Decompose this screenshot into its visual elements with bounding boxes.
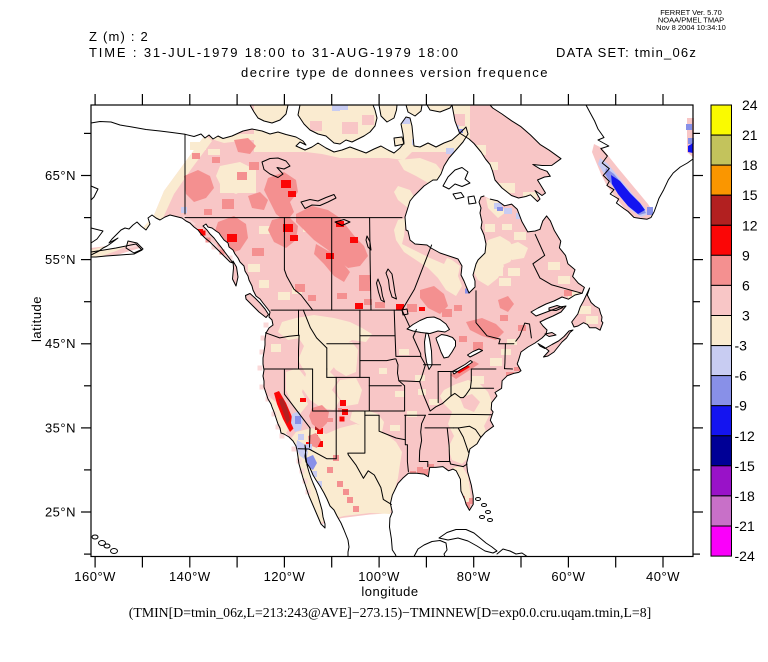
svg-text:-3: -3 (735, 338, 748, 354)
svg-text:-21: -21 (735, 518, 755, 534)
svg-text:TIME : 31-JUL-1979 18:00 to 31: TIME : 31-JUL-1979 18:00 to 31-AUG-1979 … (89, 45, 460, 60)
svg-text:65°N: 65°N (45, 168, 76, 183)
svg-text:160°W: 160°W (74, 569, 116, 584)
svg-text:Z (m) : 2: Z (m) : 2 (89, 29, 149, 44)
svg-text:15: 15 (742, 187, 758, 203)
svg-text:latitude: latitude (29, 296, 44, 342)
svg-text:(TMIN[D=tmin_06z,L=213:243@AVE: (TMIN[D=tmin_06z,L=213:243@AVE]−273.15)−… (129, 605, 651, 621)
svg-text:DATA SET: tmin_06z: DATA SET: tmin_06z (556, 45, 697, 60)
svg-text:9: 9 (742, 247, 750, 263)
svg-text:35°N: 35°N (45, 420, 76, 435)
svg-text:140°W: 140°W (169, 569, 211, 584)
svg-text:80°W: 80°W (457, 569, 491, 584)
svg-text:100°W: 100°W (358, 569, 400, 584)
svg-text:-24: -24 (735, 548, 755, 564)
svg-text:-15: -15 (735, 458, 755, 474)
svg-text:18: 18 (742, 157, 758, 173)
svg-text:12: 12 (742, 217, 758, 233)
svg-text:60°W: 60°W (551, 569, 585, 584)
svg-text:40°W: 40°W (646, 569, 680, 584)
svg-text:FERRET Ver. 5.70: FERRET Ver. 5.70 (660, 8, 722, 17)
svg-text:-12: -12 (735, 428, 755, 444)
svg-text:Nov 8 2004 10:34:10: Nov 8 2004 10:34:10 (656, 23, 726, 32)
svg-text:decrire type de donnees versio: decrire type de donnees version frequenc… (241, 65, 549, 80)
svg-text:-18: -18 (735, 488, 755, 504)
svg-text:-9: -9 (735, 398, 748, 414)
svg-text:24: 24 (742, 97, 758, 113)
svg-text:3: 3 (742, 308, 750, 324)
svg-text:-6: -6 (735, 368, 748, 384)
svg-text:6: 6 (742, 277, 750, 293)
svg-text:120°W: 120°W (264, 569, 306, 584)
svg-text:45°N: 45°N (45, 336, 76, 351)
svg-text:25°N: 25°N (45, 505, 76, 520)
svg-text:55°N: 55°N (45, 252, 76, 267)
svg-text:longitude: longitude (361, 584, 418, 599)
svg-text:21: 21 (742, 127, 758, 143)
svg-text:NOAA/PMEL TMAP: NOAA/PMEL TMAP (658, 16, 724, 25)
